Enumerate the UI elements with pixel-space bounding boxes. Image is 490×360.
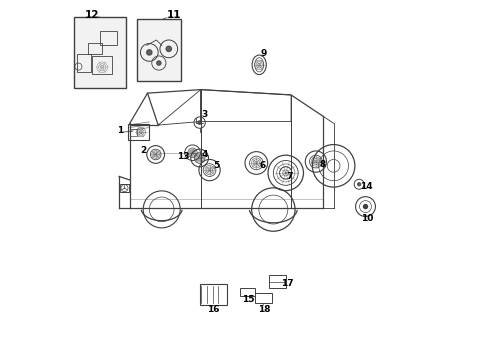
Bar (199, 284, 226, 305)
Bar (255, 293, 272, 303)
Circle shape (166, 46, 172, 51)
Bar (76, 54, 91, 72)
Circle shape (358, 183, 361, 186)
Text: 11: 11 (167, 10, 181, 20)
Text: 15: 15 (242, 294, 254, 303)
Circle shape (157, 61, 161, 65)
Bar (99, 31, 118, 45)
Text: 5: 5 (213, 161, 219, 170)
Text: 8: 8 (319, 159, 325, 168)
Bar (120, 184, 129, 192)
Text: 14: 14 (360, 182, 372, 191)
Circle shape (147, 50, 152, 55)
Text: 17: 17 (281, 279, 294, 288)
Bar (137, 19, 181, 81)
Bar (241, 288, 255, 296)
Text: 4: 4 (202, 150, 208, 159)
Bar (128, 124, 149, 140)
Text: 2: 2 (140, 146, 146, 155)
Bar (88, 43, 102, 54)
Text: 9: 9 (261, 49, 267, 58)
Text: 18: 18 (258, 305, 270, 314)
Text: 12: 12 (85, 10, 99, 20)
Text: 6: 6 (260, 161, 266, 170)
Text: 1: 1 (117, 126, 123, 135)
Text: 13: 13 (177, 152, 190, 161)
Bar (129, 129, 137, 136)
Text: 16: 16 (207, 305, 220, 314)
Bar (92, 56, 112, 74)
Bar (74, 17, 125, 88)
Text: 7: 7 (287, 172, 293, 181)
Circle shape (198, 121, 201, 124)
Text: 10: 10 (361, 214, 373, 223)
Circle shape (364, 204, 368, 208)
Text: 3: 3 (201, 110, 207, 119)
Bar (269, 275, 286, 288)
